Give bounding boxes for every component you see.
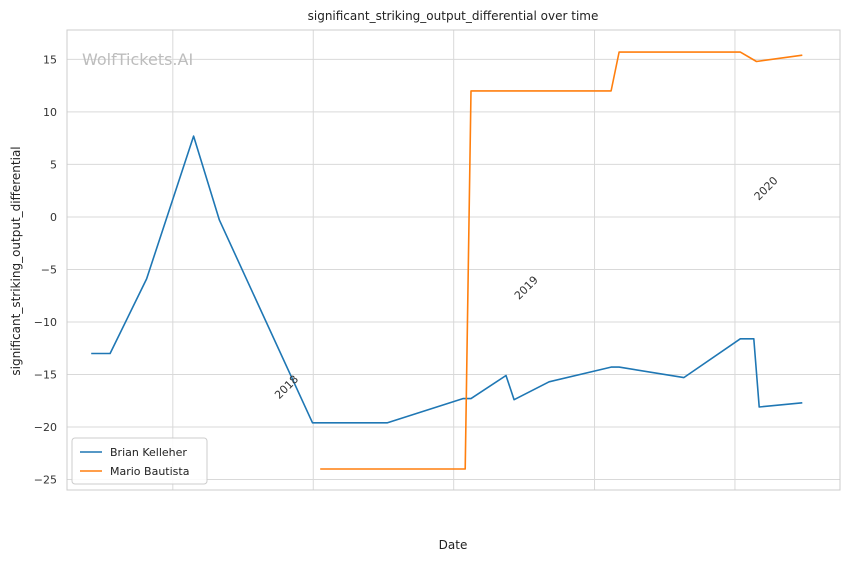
y-tick-label: −5: [41, 263, 57, 276]
series-lines: [91, 51, 803, 470]
series-line-mario-bautista: [320, 51, 803, 470]
grid-lines: [67, 30, 840, 490]
x-tick-label: 2019: [512, 273, 541, 302]
y-tick-label: 15: [43, 53, 57, 66]
legend: Brian Kelleher Mario Bautista: [71, 437, 208, 485]
y-tick-label: −10: [34, 316, 57, 329]
plot-area-frame: [66, 29, 841, 491]
watermark: WolfTickets.AI: [82, 50, 193, 69]
y-axis-title: significant_striking_output_differential: [9, 146, 23, 375]
legend-label-brian-kelleher: Brian Kelleher: [110, 446, 187, 459]
y-tick-label: 0: [50, 211, 57, 224]
x-tick-label: 2020: [752, 174, 781, 203]
x-axis-title: Date: [439, 538, 468, 552]
y-tick-label: 5: [50, 158, 57, 171]
y-tick-label: −20: [34, 421, 57, 434]
chart-title: significant_striking_output_differential…: [308, 9, 599, 23]
y-tick-label: −25: [34, 473, 57, 486]
y-tick-label: −15: [34, 368, 57, 381]
y-tick-label: 10: [43, 106, 57, 119]
series-line-brian-kelleher: [91, 135, 803, 424]
legend-box: [71, 437, 208, 485]
legend-label-mario-bautista: Mario Bautista: [110, 465, 189, 478]
